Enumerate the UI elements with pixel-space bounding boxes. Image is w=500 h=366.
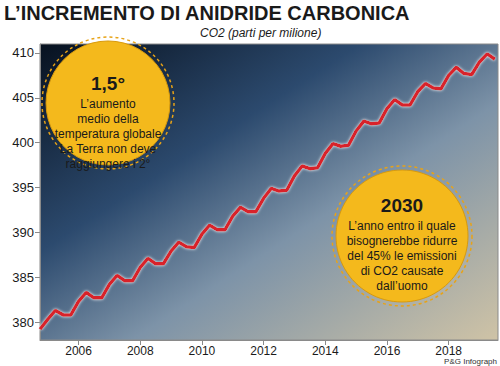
svg-text:385: 385 [12,270,34,285]
svg-text:2006: 2006 [65,344,92,358]
svg-text:405: 405 [12,90,34,105]
svg-text:380: 380 [12,315,34,330]
svg-text:P&G Infograph: P&G Infograph [444,357,497,366]
svg-text:di CO2 causate: di CO2 causate [361,264,444,278]
svg-text:395: 395 [12,180,34,195]
svg-text:2016: 2016 [374,344,401,358]
svg-text:raggiungere i 2°: raggiungere i 2° [66,157,151,171]
svg-text:2010: 2010 [189,344,216,358]
svg-text:410: 410 [12,45,34,60]
svg-text:L’anno entro il quale: L’anno entro il quale [348,219,456,233]
svg-text:La Terra non deve: La Terra non deve [60,142,157,156]
svg-text:temperatura globale: temperatura globale [55,127,162,141]
svg-text:CO2 (parti per milione): CO2 (parti per milione) [200,26,321,40]
svg-text:L’aumento: L’aumento [80,97,136,111]
svg-text:medio della: medio della [77,112,139,126]
svg-text:del 45% le emissioni: del 45% le emissioni [347,249,456,263]
svg-text:1,5°: 1,5° [91,73,125,94]
svg-text:2012: 2012 [250,344,277,358]
svg-text:400: 400 [12,135,34,150]
svg-text:L’INCREMENTO DI ANIDRIDE CARBO: L’INCREMENTO DI ANIDRIDE CARBONICA [4,2,410,24]
svg-text:dall’uomo: dall’uomo [376,279,428,293]
svg-text:bisognerebbe ridurre: bisognerebbe ridurre [347,234,458,248]
svg-text:390: 390 [12,225,34,240]
svg-text:2008: 2008 [127,344,154,358]
svg-text:2018: 2018 [435,344,462,358]
svg-text:2030: 2030 [381,195,423,216]
svg-text:2014: 2014 [312,344,339,358]
